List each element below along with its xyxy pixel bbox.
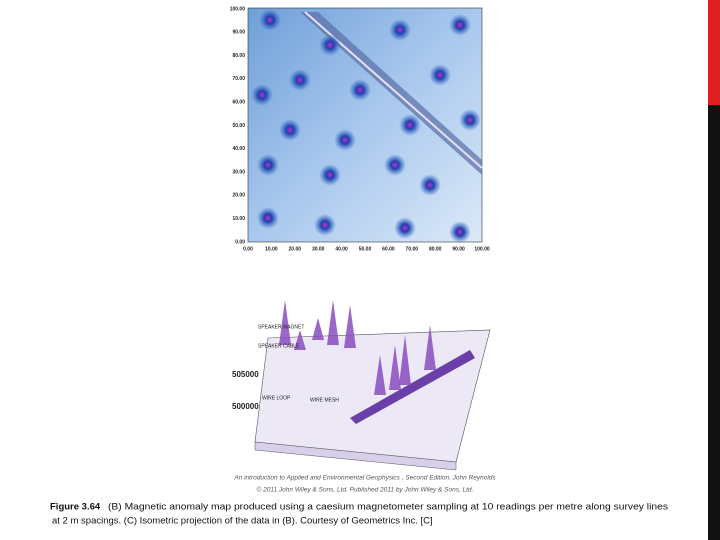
figure-b [247, 7, 483, 243]
surface-label: WIRE LOOP [262, 395, 291, 401]
anomaly [257, 207, 279, 229]
y-tick-label: 50.00 [232, 123, 245, 129]
anomaly [429, 64, 451, 86]
x-tick-label: 20.00 [289, 246, 302, 252]
peak [294, 330, 306, 350]
x-tick-label: 60.00 [382, 246, 395, 252]
peak [374, 355, 386, 395]
anomaly [449, 14, 471, 36]
anomaly [449, 221, 471, 243]
figure-c [254, 300, 491, 471]
anomaly [257, 154, 279, 176]
y-tick-label: 70.00 [232, 76, 245, 82]
x-tick-label: 40.00 [335, 246, 348, 252]
anomaly [319, 164, 341, 186]
peak [399, 335, 411, 385]
caption-line: at 2 m spacings. (C) Isometric projectio… [52, 516, 433, 527]
y-tick-label: 90.00 [232, 30, 245, 36]
y-tick-label: 0.00 [235, 239, 245, 245]
accent-bar [708, 0, 720, 105]
x-tick-label: 100.00 [474, 246, 490, 252]
anomaly [349, 79, 371, 101]
credit-line: © 2011 John Wiley & Sons, Ltd. Published… [257, 486, 474, 494]
y-tick-label: 100.00 [230, 6, 246, 12]
anomaly [394, 217, 416, 239]
y-tick-label: 60.00 [232, 100, 245, 106]
anomalies [251, 9, 481, 243]
y-tick-label: 20.00 [232, 193, 245, 199]
peak [389, 345, 401, 390]
x-tick-label: 70.00 [406, 246, 419, 252]
surface-label: 500000 [232, 402, 259, 411]
anomaly [289, 69, 311, 91]
surface-edge [254, 441, 457, 471]
anomaly-band [300, 12, 482, 175]
y-tick-label: 30.00 [232, 169, 245, 175]
x-tick-label: 30.00 [312, 246, 325, 252]
anomaly [419, 174, 441, 196]
anomaly [314, 214, 336, 236]
anomaly [334, 129, 356, 151]
surface-label: WIRE MESH [310, 397, 339, 403]
y-tick-label: 40.00 [232, 146, 245, 152]
surface-label: SPEAKER CABLE [258, 343, 300, 349]
anomaly [279, 119, 301, 141]
anomaly [384, 154, 406, 176]
caption-line: (B) Magnetic anomaly map produced using … [108, 502, 668, 513]
peak [312, 318, 324, 340]
x-tick-label: 0.00 [243, 246, 253, 252]
side-bar [708, 105, 720, 540]
anomaly [459, 109, 481, 131]
y-tick-label: 10.00 [232, 216, 245, 222]
peak [279, 300, 291, 345]
x-tick-label: 80.00 [429, 246, 442, 252]
peaks [279, 300, 436, 395]
peak [344, 305, 356, 348]
peak [327, 300, 339, 345]
anomaly [399, 114, 421, 136]
ridge [350, 350, 475, 424]
credit-line: An introduction to Applied and Environme… [233, 475, 496, 482]
anomaly [389, 19, 411, 41]
x-tick-label: 10.00 [265, 246, 278, 252]
x-tick-label: 90.00 [452, 246, 465, 252]
anomaly [319, 34, 341, 56]
caption-label: Figure 3.64 [50, 502, 101, 513]
y-tick-label: 80.00 [232, 53, 245, 59]
anomaly [251, 84, 273, 106]
surface-label: SPEAKER MAGNET [258, 324, 304, 330]
anomaly [259, 9, 281, 31]
x-tick-label: 50.00 [359, 246, 372, 252]
peak [424, 325, 436, 370]
surface-label: 505000 [232, 370, 259, 379]
